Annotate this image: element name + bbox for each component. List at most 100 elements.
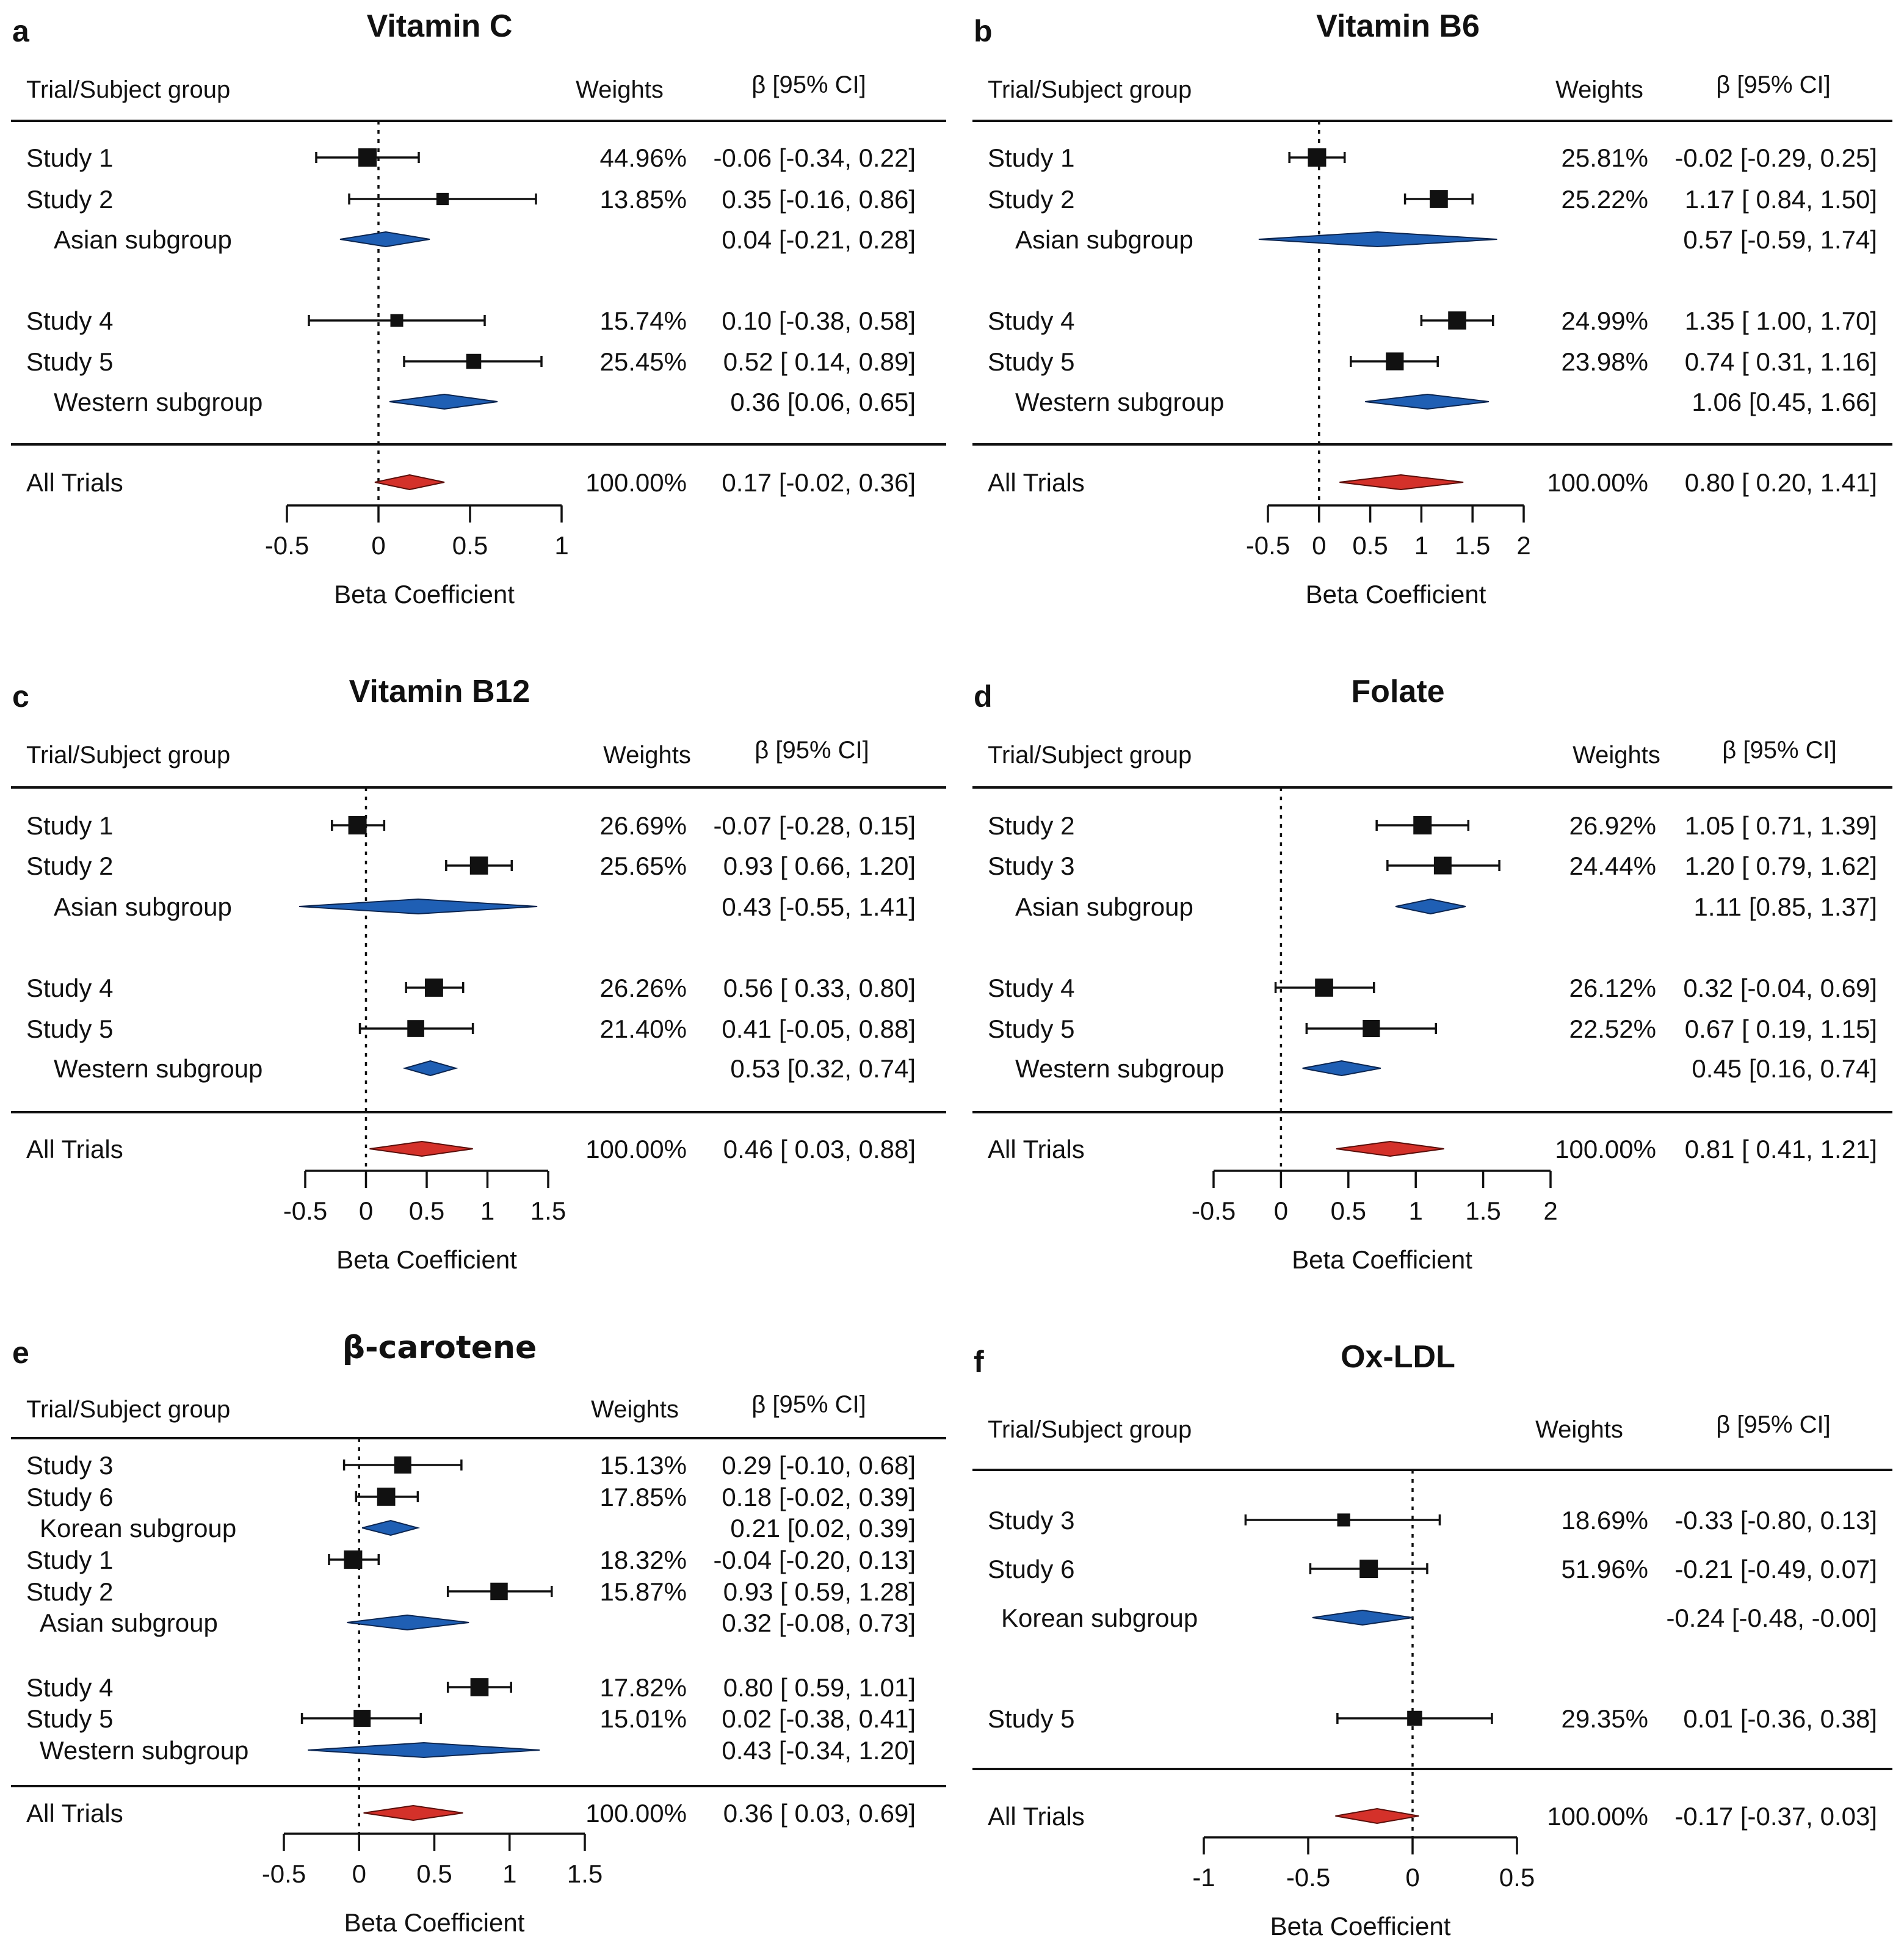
study-weight: 25.81% bbox=[1562, 143, 1648, 172]
x-tick-label: 0.5 bbox=[409, 1196, 444, 1225]
point-estimate bbox=[1386, 352, 1404, 371]
study-weight: 26.26% bbox=[600, 974, 687, 1002]
study-weight: 51.96% bbox=[1562, 1555, 1648, 1583]
point-estimate bbox=[1359, 1560, 1378, 1578]
point-estimate bbox=[425, 978, 443, 997]
point-estimate bbox=[436, 192, 449, 206]
beta-ci-value: 0.43 [-0.55, 1.41] bbox=[722, 892, 916, 921]
x-tick-label: 2 bbox=[1543, 1196, 1557, 1225]
x-axis-title: Beta Coefficient bbox=[336, 1245, 517, 1274]
beta-ci-value: -0.06 [-0.34, 0.22] bbox=[713, 143, 916, 172]
beta-ci-value: 1.05 [ 0.71, 1.39] bbox=[1685, 811, 1877, 840]
study-label: Study 3 bbox=[988, 1506, 1074, 1535]
subgroup-diamond bbox=[1395, 898, 1466, 915]
overall-diamond bbox=[1335, 1807, 1419, 1825]
point-estimate bbox=[1433, 856, 1452, 875]
study-weight: 17.85% bbox=[600, 1483, 687, 1511]
point-estimate bbox=[394, 1456, 411, 1474]
beta-ci-value: 0.93 [ 0.59, 1.28] bbox=[723, 1577, 916, 1606]
x-tick-label: 0.5 bbox=[452, 531, 488, 560]
study-weight: 24.99% bbox=[1562, 306, 1648, 335]
subgroup-label: Western subgroup bbox=[54, 388, 262, 416]
study-label: Study 1 bbox=[26, 811, 113, 840]
study-label: Study 1 bbox=[26, 1546, 113, 1574]
beta-ci-value: 0.01 [-0.36, 0.38] bbox=[1683, 1704, 1877, 1733]
beta-ci-value: 0.04 [-0.21, 0.28] bbox=[722, 225, 916, 254]
overall-ci-value: 0.80 [ 0.20, 1.41] bbox=[1685, 468, 1877, 497]
overall-diamond bbox=[363, 1804, 463, 1821]
study-label: Study 5 bbox=[26, 1704, 113, 1733]
x-tick-label: 1.5 bbox=[1455, 531, 1490, 560]
study-label: Study 5 bbox=[988, 347, 1074, 376]
beta-ci-value: 0.67 [ 0.19, 1.15] bbox=[1685, 1015, 1877, 1043]
study-weight: 22.52% bbox=[1569, 1015, 1656, 1043]
x-tick-label: 0.5 bbox=[1331, 1196, 1366, 1225]
subgroup-diamond bbox=[308, 1742, 540, 1759]
point-estimate bbox=[469, 856, 488, 875]
study-label: Study 3 bbox=[988, 852, 1074, 880]
header-group: Trial/Subject group bbox=[26, 1396, 230, 1423]
overall-ci-value: 0.36 [ 0.03, 0.69] bbox=[723, 1799, 916, 1828]
beta-ci-value: 0.10 [-0.38, 0.58] bbox=[722, 306, 916, 335]
beta-ci-value: 0.56 [ 0.33, 0.80] bbox=[723, 974, 916, 1002]
point-estimate bbox=[348, 816, 367, 834]
study-label: Study 4 bbox=[26, 974, 113, 1002]
study-weight: 29.35% bbox=[1562, 1704, 1648, 1733]
overall-ci-value: 0.17 [-0.02, 0.36] bbox=[722, 468, 916, 497]
x-tick-label: 0.5 bbox=[1352, 531, 1388, 560]
study-weight: 25.65% bbox=[600, 852, 687, 880]
overall-weight: 100.00% bbox=[585, 1799, 687, 1828]
panel-title: Ox-LDL bbox=[1341, 1339, 1455, 1375]
point-estimate bbox=[470, 1678, 489, 1696]
subgroup-label: Korean subgroup bbox=[40, 1514, 236, 1543]
forest-panel-f: f Ox-LDL Trial/Subject group Weights β [95% … bbox=[972, 1339, 1892, 1941]
overall-label: All Trials bbox=[26, 468, 123, 497]
overall-label: All Trials bbox=[26, 1135, 123, 1163]
x-axis-title: Beta Coefficient bbox=[1306, 580, 1486, 609]
x-tick-label: 0.5 bbox=[1499, 1863, 1535, 1892]
overall-diamond bbox=[1336, 1140, 1444, 1157]
beta-ci-value: -0.21 [-0.49, 0.07] bbox=[1674, 1555, 1877, 1583]
header-group: Trial/Subject group bbox=[988, 76, 1192, 103]
x-tick-label: -1 bbox=[1192, 1863, 1215, 1892]
x-tick-label: 0 bbox=[359, 1196, 373, 1225]
study-label: Study 6 bbox=[988, 1555, 1074, 1583]
beta-ci-value: 0.32 [-0.08, 0.73] bbox=[722, 1608, 916, 1637]
beta-ci-value: 0.45 [0.16, 0.74] bbox=[1692, 1054, 1877, 1083]
x-tick-label: 0 bbox=[1405, 1863, 1419, 1892]
study-weight: 15.01% bbox=[600, 1704, 687, 1733]
x-tick-label: -0.5 bbox=[283, 1196, 327, 1225]
study-weight: 15.87% bbox=[600, 1577, 687, 1606]
study-weight: 18.32% bbox=[600, 1546, 687, 1574]
panel-title: Vitamin B12 bbox=[349, 674, 530, 709]
point-estimate bbox=[490, 1582, 508, 1601]
study-weight: 44.96% bbox=[600, 143, 687, 172]
beta-ci-value: -0.24 [-0.48, -0.00] bbox=[1666, 1604, 1877, 1632]
point-estimate bbox=[1448, 311, 1466, 330]
header-group: Trial/Subject group bbox=[26, 76, 230, 103]
study-label: Study 5 bbox=[26, 1015, 113, 1043]
panel-letter: e bbox=[12, 1336, 29, 1370]
overall-diamond bbox=[369, 1140, 473, 1157]
study-label: Study 5 bbox=[988, 1015, 1074, 1043]
study-weight: 15.74% bbox=[600, 306, 687, 335]
header-weights: Weights bbox=[591, 1396, 679, 1423]
x-axis-title: Beta Coefficient bbox=[1292, 1245, 1472, 1274]
beta-ci-value: -0.04 [-0.20, 0.13] bbox=[713, 1546, 916, 1574]
subgroup-diamond bbox=[1258, 231, 1497, 248]
forest-panel-a: a Vitamin C Trial/Subject group Weights β [9… bbox=[11, 9, 946, 609]
overall-ci-value: 0.81 [ 0.41, 1.21] bbox=[1685, 1135, 1877, 1163]
overall-weight: 100.00% bbox=[585, 1135, 687, 1163]
overall-label: All Trials bbox=[988, 468, 1085, 497]
subgroup-label: Western subgroup bbox=[40, 1736, 248, 1765]
beta-ci-value: 0.36 [0.06, 0.65] bbox=[730, 388, 916, 416]
study-label: Study 5 bbox=[26, 347, 113, 376]
panel-letter: d bbox=[974, 679, 993, 714]
study-label: Study 5 bbox=[988, 1704, 1074, 1733]
point-estimate bbox=[377, 1488, 396, 1506]
header-weights: Weights bbox=[1573, 742, 1660, 769]
beta-ci-value: 1.35 [ 1.00, 1.70] bbox=[1685, 306, 1877, 335]
point-estimate bbox=[1315, 978, 1333, 997]
point-estimate bbox=[1337, 1513, 1350, 1527]
study-weight: 21.40% bbox=[600, 1015, 687, 1043]
